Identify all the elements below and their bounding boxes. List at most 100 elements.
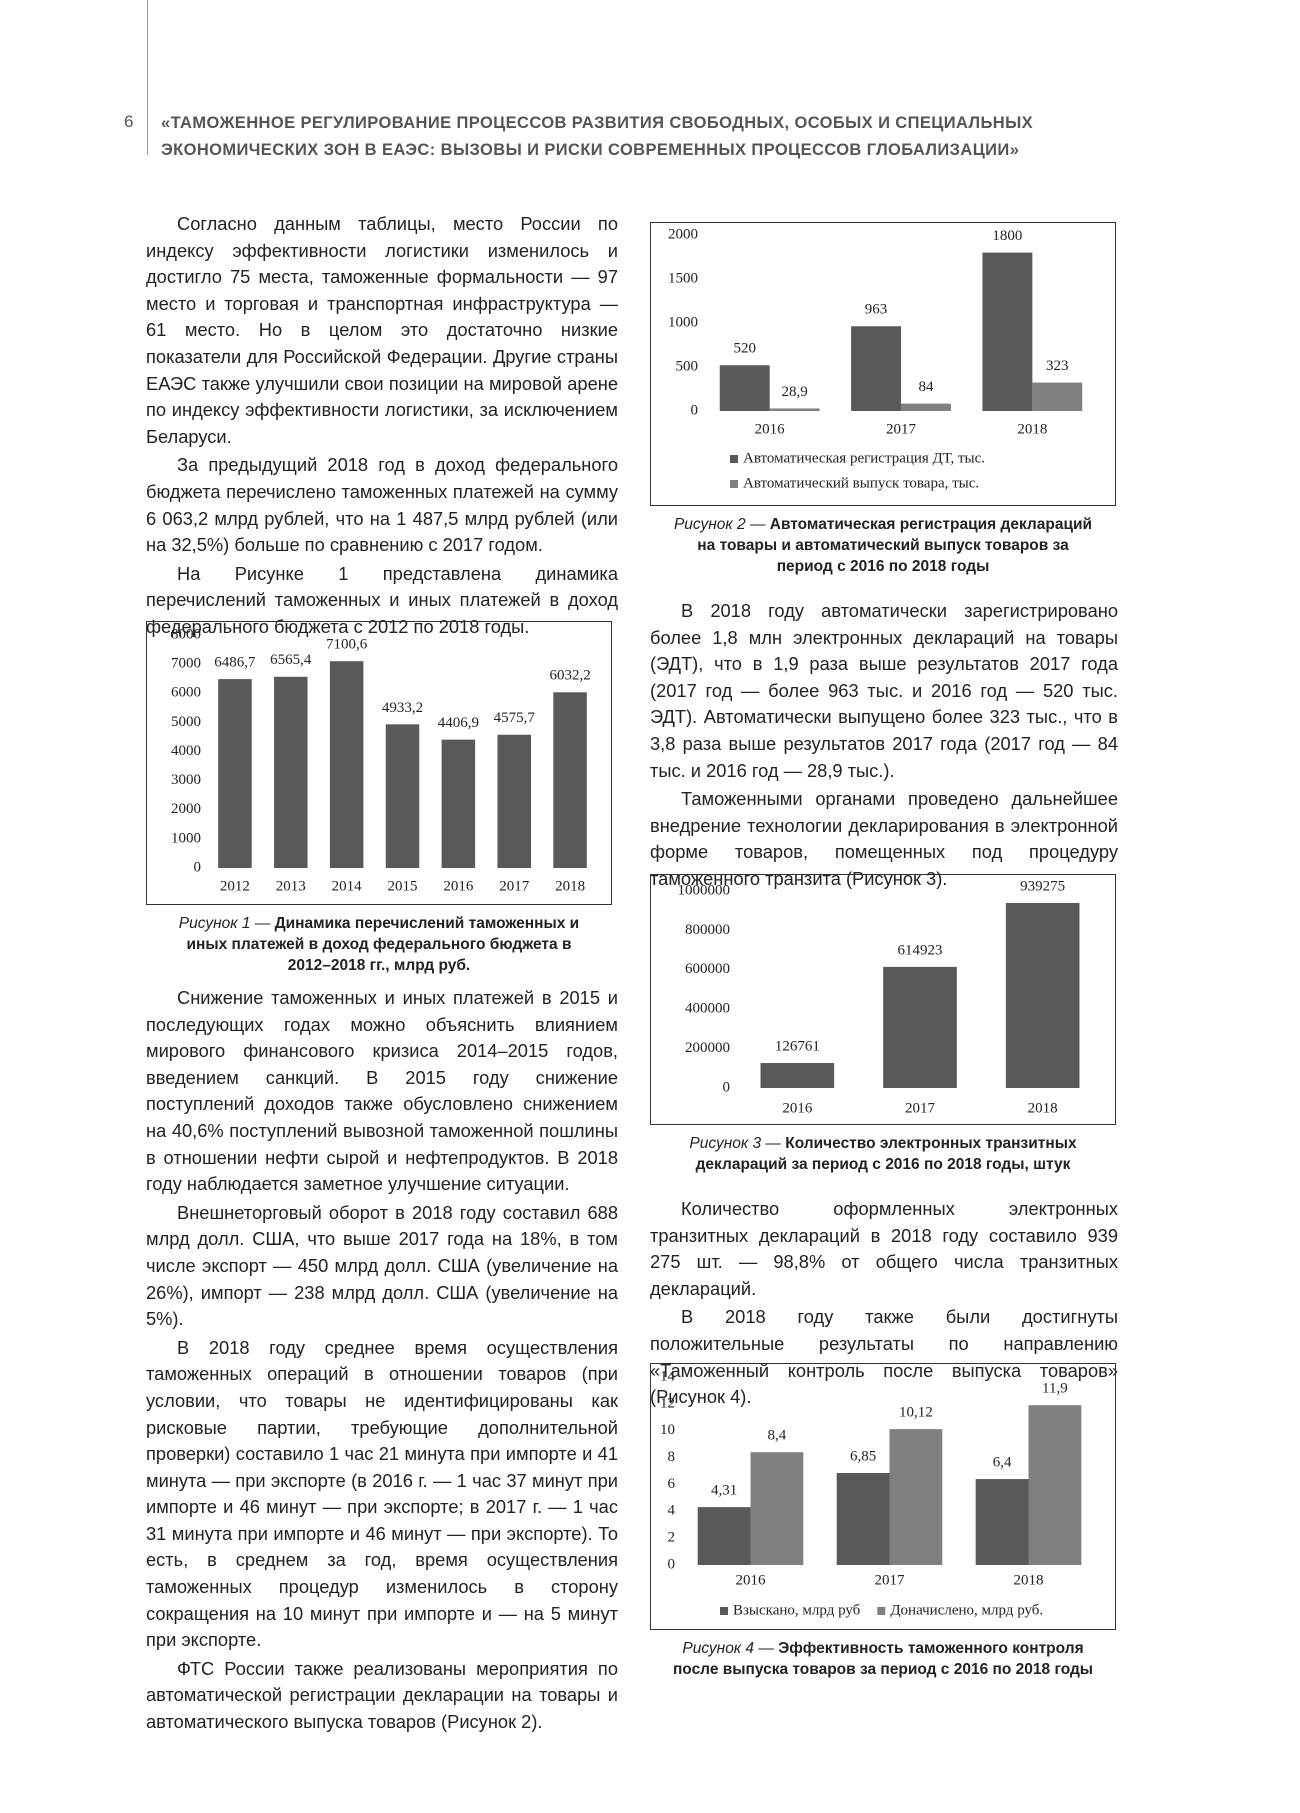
header-line: «ТАМОЖЕННОЕ РЕГУЛИРОВАНИЕ ПРОЦЕССОВ РАЗВ…	[161, 114, 1034, 132]
x-tick-label: 2016	[755, 421, 786, 437]
y-tick-label: 200000	[685, 1040, 730, 1056]
paragraph: ФТС России также реализованы мероприятия…	[146, 1657, 618, 1733]
bar	[274, 676, 308, 868]
value-label: 8,4	[768, 1428, 787, 1444]
x-tick-label: 2018	[1014, 1572, 1044, 1588]
figure-caption: Рисунок 3 — Количество электронных транз…	[668, 1133, 1098, 1175]
bar	[218, 679, 252, 868]
y-tick-label: 2000	[668, 226, 698, 242]
paragraph: В 2018 году автоматически зарегистрирова…	[650, 600, 1118, 781]
bar	[497, 734, 531, 868]
bar	[883, 966, 957, 1088]
caption-label: Рисунок 3 —	[689, 1135, 781, 1152]
bar	[750, 1452, 804, 1565]
y-tick-label: 4000	[171, 743, 201, 759]
paragraph: В 2018 году также были достигнуты положи…	[650, 1306, 1118, 1408]
y-tick-label: 800000	[685, 922, 730, 938]
figure: 0 200000 400000 600000 800000 1000000 2016 1267…	[650, 874, 1116, 1175]
y-tick-label: 2000	[171, 801, 201, 817]
x-tick-label: 2012	[220, 878, 250, 894]
bar	[760, 1063, 835, 1088]
y-tick-label: 1000	[668, 314, 698, 330]
caption-label: Рисунок 1 —	[178, 915, 271, 932]
x-tick-label: 2017	[886, 421, 917, 437]
value-label: 6486,7	[214, 655, 256, 671]
x-tick-label: 2014	[332, 878, 363, 894]
left-column-bottom: Снижение таможенных и иных платежей в 20…	[146, 985, 618, 1738]
caption-label: Рисунок 4 —	[682, 1640, 774, 1657]
y-tick-label: 5000	[171, 714, 201, 730]
legend-label: Взыскано, млрд руб	[733, 1602, 861, 1618]
figure-caption: Рисунок 2 — Автоматическая регистрация д…	[668, 514, 1098, 577]
x-tick-label: 2016	[443, 878, 474, 894]
x-tick-label: 2016	[736, 1572, 767, 1588]
value-label: 4933,2	[382, 700, 423, 716]
value-label: 4,31	[711, 1483, 737, 1499]
figure-caption: Рисунок 1 — Динамика перечислений таможе…	[164, 913, 594, 976]
paragraph: В 2018 году среднее время осуществления …	[146, 1336, 618, 1651]
bar	[697, 1507, 751, 1565]
page-number: 6	[124, 112, 134, 131]
legend-label: Автоматический выпуск товара, тыс.	[743, 475, 979, 491]
y-tick-label: 6000	[171, 685, 201, 701]
bar	[329, 661, 364, 868]
caption-text: Динамика перечислений таможенных и иных …	[186, 915, 580, 974]
legend-label: Автоматическая регистрация ДТ, тыс.	[743, 450, 985, 466]
y-tick-label: 10	[660, 1422, 675, 1438]
right-column-middle: В 2018 году автоматически зарегистрирова…	[650, 598, 1118, 895]
value-label: 1800	[992, 228, 1022, 244]
bar	[889, 1429, 943, 1565]
paragraph: Внешнеторговый оборот в 2018 году состав…	[146, 1201, 618, 1330]
chart: 0 200000 400000 600000 800000 1000000 2016 1267…	[650, 874, 1116, 1125]
bar	[1028, 1405, 1082, 1565]
value-label: 520	[733, 341, 756, 357]
bar	[385, 724, 420, 868]
paragraph: Согласно данным таблицы, место России по…	[146, 213, 618, 447]
bar	[1005, 902, 1080, 1088]
chart-frame	[650, 1363, 1116, 1630]
chart: 0 500 1000 1500 2000 2016 520 28,9 2017 963 84 2018…	[650, 222, 1116, 506]
value-label: 963	[865, 302, 888, 318]
value-label: 939275	[1020, 878, 1065, 894]
chart-frame	[146, 621, 612, 905]
y-tick-label: 0	[668, 1556, 676, 1572]
value-label: 10,12	[899, 1405, 933, 1421]
y-tick-label: 0	[194, 859, 202, 875]
chart: 0 2 4 6 8 10 12 14 2016 4,31 8,4 2017 6,85 10,12 2018 6…	[650, 1363, 1116, 1630]
figure: 0 500 1000 1500 2000 2016 520 28,9 2017 963 84 2018…	[650, 222, 1116, 577]
x-tick-label: 2015	[388, 878, 418, 894]
x-tick-label: 2018	[1017, 421, 1047, 437]
paragraph: Снижение таможенных и иных платежей в 20…	[146, 987, 618, 1195]
value-label: 6032,2	[549, 668, 590, 684]
x-tick-label: 2017	[905, 1100, 936, 1116]
value-label: 4575,7	[494, 710, 536, 726]
caption-text: Количество электронных транзитных деклар…	[695, 1135, 1077, 1173]
legend-swatch	[877, 1607, 886, 1615]
y-tick-label: 1000000	[678, 882, 731, 898]
value-label: 28,9	[781, 384, 807, 400]
y-tick-label: 2	[668, 1530, 676, 1546]
x-tick-label: 2013	[276, 878, 306, 894]
y-tick-label: 0	[691, 402, 699, 418]
bar	[441, 739, 476, 868]
bar	[901, 403, 951, 411]
chart: 0 1000 2000 3000 4000 5000 6000 7000 8000 2012 648…	[146, 621, 612, 905]
figure-caption: Рисунок 4 — Эффективность таможенного ко…	[668, 1638, 1098, 1680]
chart-frame	[650, 874, 1116, 1125]
bar	[769, 408, 820, 411]
bar	[851, 326, 901, 411]
y-tick-label: 1000	[171, 830, 201, 846]
bar	[719, 365, 770, 411]
bar	[836, 1473, 890, 1565]
value-label: 84	[918, 379, 934, 395]
y-tick-label: 4	[668, 1503, 676, 1519]
y-tick-label: 1500	[668, 270, 698, 286]
running-header: «ТАМОЖЕННОЕ РЕГУЛИРОВАНИЕ ПРОЦЕССОВ РАЗВ…	[161, 110, 1033, 164]
y-tick-label: 500	[676, 358, 699, 374]
y-tick-label: 0	[723, 1079, 731, 1095]
y-tick-label: 8000	[171, 626, 201, 642]
bar	[1032, 382, 1083, 411]
bar	[553, 692, 587, 868]
caption-text: Эффективность таможенного контроля после…	[672, 1640, 1094, 1678]
